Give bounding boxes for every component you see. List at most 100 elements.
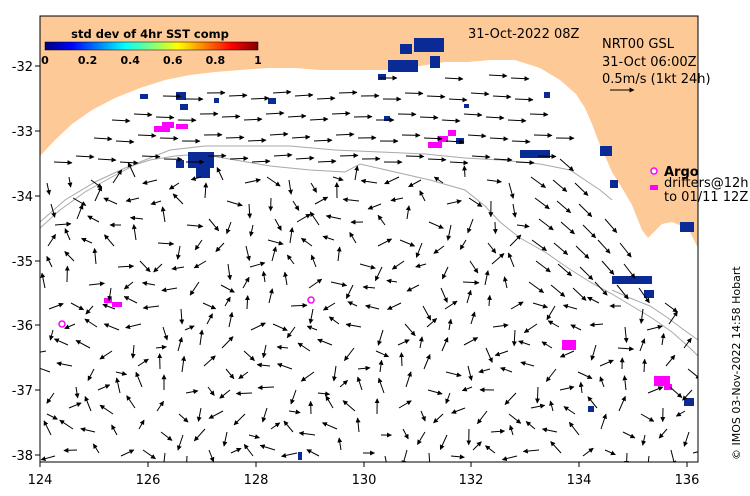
- current-vector: [168, 182, 180, 190]
- current-vector: [530, 403, 546, 409]
- current-vector: [266, 176, 281, 187]
- current-vector: [485, 115, 505, 121]
- current-vector: [462, 280, 480, 286]
- lat-tick-label: -33: [12, 125, 33, 140]
- current-vector: [87, 215, 100, 223]
- current-vector: [46, 413, 58, 420]
- current-vector: [125, 323, 142, 330]
- colorbar-tick-label: 0: [41, 54, 49, 67]
- current-vector: [640, 413, 655, 422]
- current-vector: [308, 278, 323, 289]
- current-vector: [538, 218, 554, 231]
- current-vector: [332, 176, 344, 182]
- plot-frame: [39, 15, 699, 463]
- current-vector: [306, 325, 318, 331]
- current-vector: [314, 196, 329, 205]
- lon-tick-label: 130: [352, 473, 377, 488]
- current-vector: [578, 381, 584, 394]
- current-vector: [286, 254, 295, 265]
- current-vector: [290, 302, 308, 308]
- current-vector: [426, 318, 438, 328]
- current-vector: [347, 301, 358, 307]
- current-vector: [559, 158, 574, 172]
- current-vector: [256, 362, 271, 368]
- current-vector: [250, 322, 266, 331]
- current-vector: [599, 376, 605, 388]
- current-vector: [310, 182, 318, 193]
- current-vector: [225, 368, 235, 380]
- current-vector: [587, 396, 598, 409]
- current-vector: [668, 311, 678, 325]
- current-vector: [405, 153, 425, 159]
- current-vector: [356, 376, 363, 391]
- current-vector: [545, 368, 557, 382]
- current-vector: [638, 287, 650, 304]
- current-vector: [203, 355, 216, 367]
- current-vector: [84, 318, 98, 328]
- latitude-axis: -32 -33 -34 -35 -36 -37 -38: [12, 60, 40, 464]
- current-vector: [470, 91, 490, 97]
- current-vector: [181, 355, 187, 373]
- current-vector: [599, 359, 614, 367]
- current-vector: [70, 302, 85, 311]
- current-vector: [423, 136, 443, 142]
- current-vector: [374, 266, 383, 282]
- current-vector: [478, 368, 491, 374]
- current-vector: [261, 407, 268, 423]
- current-vector: [387, 302, 402, 310]
- drifters-legend-line1: drifters@12h: [664, 176, 749, 191]
- current-vector: [247, 137, 267, 143]
- current-vector: [67, 176, 73, 188]
- current-vector: [485, 445, 496, 454]
- current-vector: [193, 428, 206, 442]
- current-vector: [112, 169, 123, 184]
- current-vector: [507, 252, 515, 268]
- current-vector: [325, 395, 334, 409]
- current-vector: [111, 118, 131, 124]
- current-vector: [137, 358, 149, 367]
- current-vector: [556, 200, 571, 214]
- drifters-legend-line2: to 01/11 12Z: [664, 190, 748, 205]
- current-vector: [377, 214, 386, 226]
- current-vector: [622, 375, 628, 391]
- current-vector: [313, 137, 333, 143]
- current-vector: [328, 316, 340, 325]
- current-vector: [446, 224, 452, 241]
- current-vector: [159, 135, 179, 141]
- current-vector: [647, 455, 650, 462]
- current-vector: [272, 323, 288, 331]
- current-vector: [294, 92, 314, 98]
- current-vector: [243, 116, 263, 122]
- current-vector: [202, 302, 217, 310]
- current-vector: [415, 263, 427, 269]
- current-vector: [330, 281, 348, 287]
- current-vector: [402, 428, 409, 440]
- current-vector: [401, 449, 408, 462]
- current-vector: [354, 165, 360, 181]
- current-vector: [345, 322, 362, 328]
- current-vector: [103, 323, 120, 331]
- current-vector: [40, 365, 51, 373]
- current-vector: [445, 371, 462, 378]
- current-vector: [139, 260, 151, 273]
- current-vector: [514, 97, 534, 103]
- current-vector: [449, 160, 469, 166]
- current-vector: [491, 253, 505, 265]
- current-vector: [115, 377, 121, 394]
- current-vector: [484, 270, 490, 286]
- current-vector: [639, 308, 645, 324]
- current-vector: [199, 329, 204, 346]
- current-vector: [126, 395, 136, 409]
- current-vector: [416, 431, 426, 445]
- current-vector: [186, 223, 204, 229]
- current-vector: [578, 203, 593, 217]
- current-vector: [537, 153, 557, 159]
- current-vector: [156, 400, 165, 412]
- current-vector: [398, 400, 412, 409]
- current-vector: [80, 427, 96, 433]
- current-vector: [530, 176, 546, 189]
- current-vector: [269, 131, 289, 137]
- current-vector: [559, 350, 575, 358]
- current-vector: [97, 157, 117, 163]
- current-vector: [184, 325, 195, 331]
